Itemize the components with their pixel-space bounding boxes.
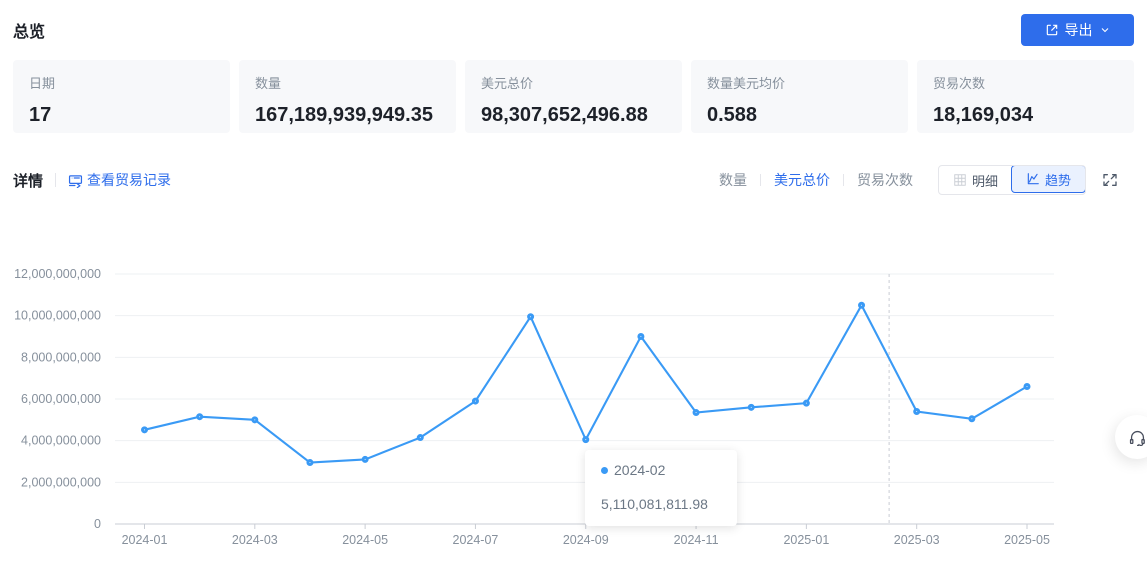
svg-text:2024-09: 2024-09 — [563, 533, 609, 547]
svg-text:12,000,000,000: 12,000,000,000 — [14, 267, 101, 281]
svg-text:10,000,000,000: 10,000,000,000 — [14, 309, 101, 323]
svg-text:2024-11: 2024-11 — [674, 533, 719, 547]
svg-text:8,000,000,000: 8,000,000,000 — [21, 350, 101, 364]
svg-text:2024-03: 2024-03 — [232, 533, 278, 547]
svg-text:6,000,000,000: 6,000,000,000 — [21, 392, 101, 406]
svg-text:2024-01: 2024-01 — [122, 533, 168, 547]
svg-text:2024-07: 2024-07 — [453, 533, 499, 547]
svg-text:2025-05: 2025-05 — [1004, 533, 1050, 547]
svg-text:4,000,000,000: 4,000,000,000 — [21, 434, 101, 448]
svg-text:2,000,000,000: 2,000,000,000 — [21, 475, 101, 489]
svg-text:2024-05: 2024-05 — [342, 533, 388, 547]
svg-text:2025-01: 2025-01 — [783, 533, 829, 547]
svg-text:0: 0 — [94, 517, 101, 531]
svg-text:2025-03: 2025-03 — [894, 533, 940, 547]
